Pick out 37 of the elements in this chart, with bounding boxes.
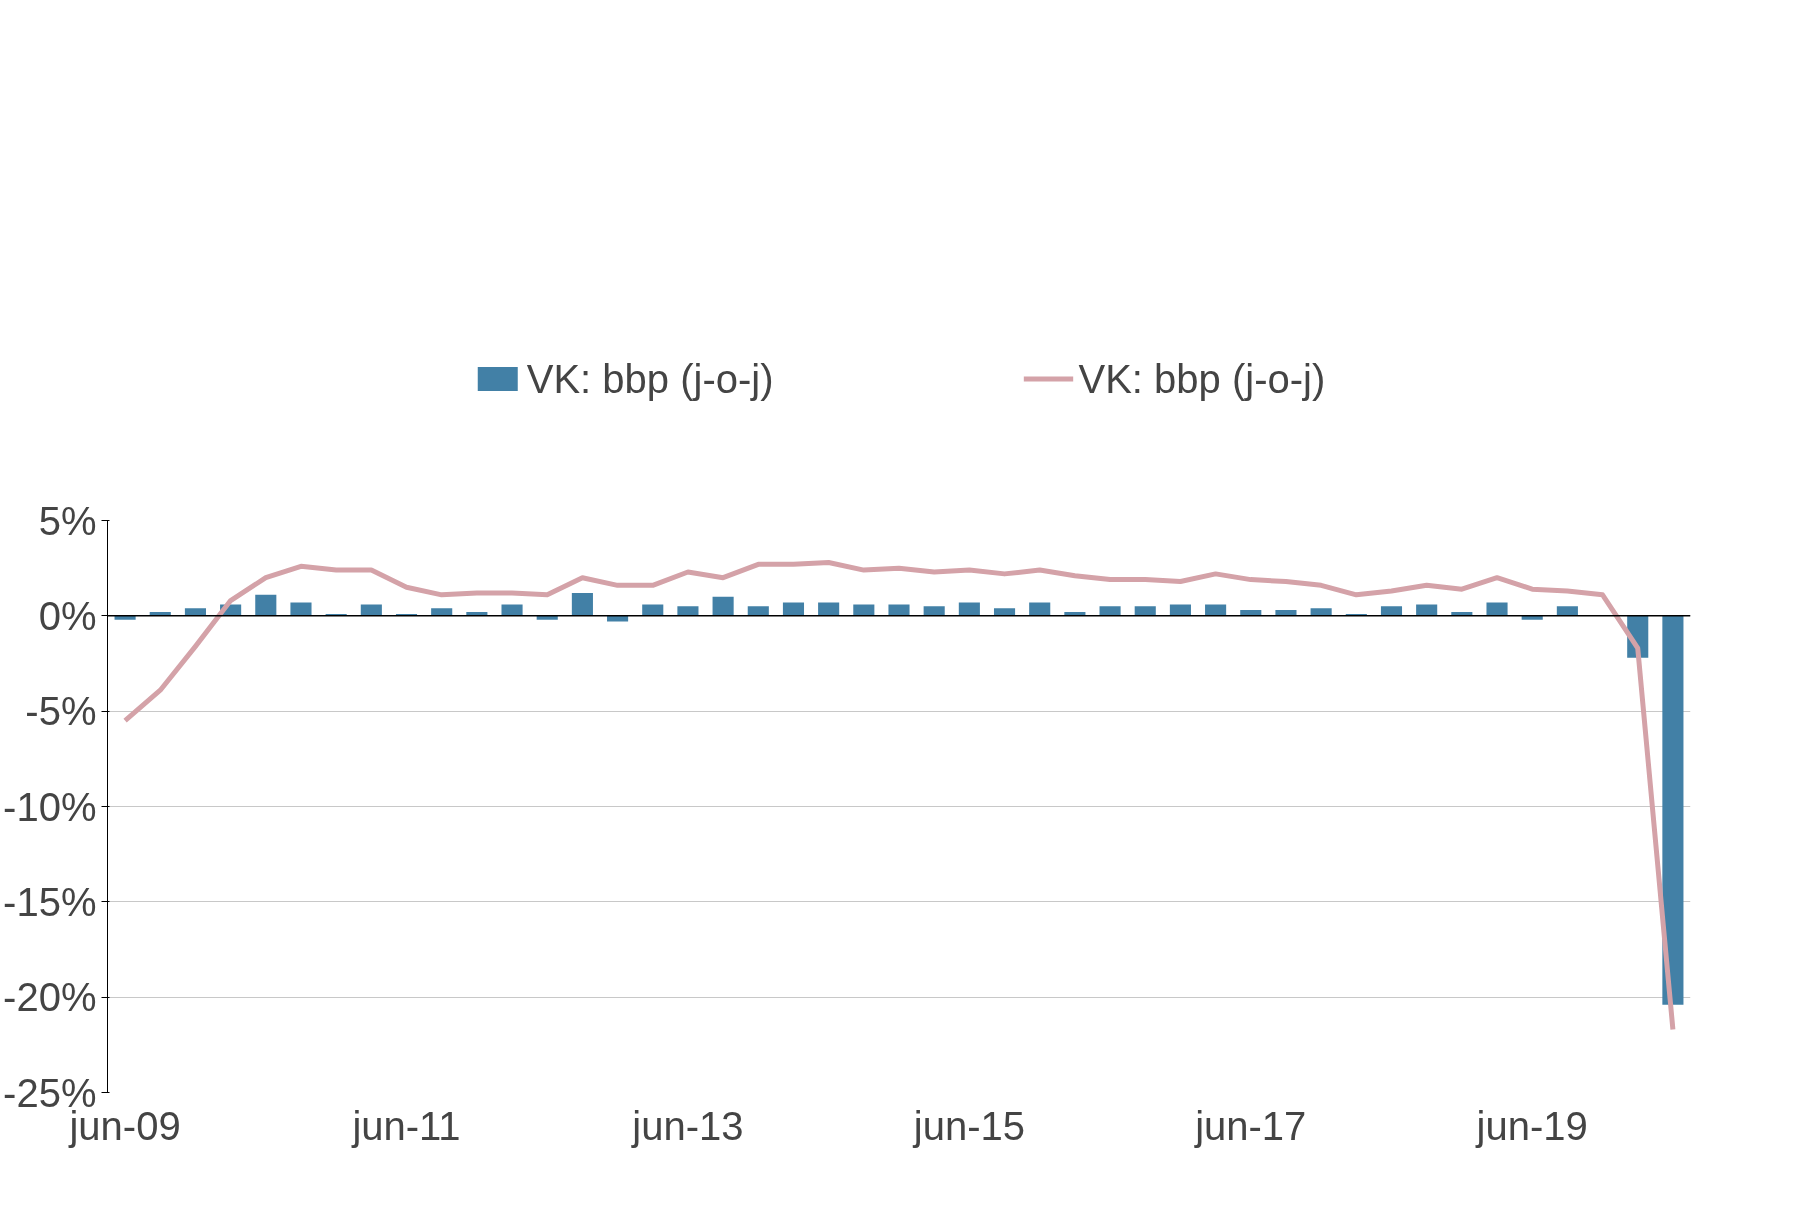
bar — [1662, 615, 1684, 1005]
legend-label: VK: bbp (j-o-j) — [526, 356, 774, 402]
bar — [1380, 606, 1403, 616]
bar — [712, 596, 734, 616]
bar — [501, 604, 523, 616]
bar — [1134, 606, 1156, 616]
bar — [818, 602, 840, 616]
legend-label: VK: bbp (j-o-j) — [1078, 356, 1326, 402]
bar — [290, 602, 312, 616]
bar — [782, 602, 805, 616]
y-tick-label: 5% — [38, 498, 97, 543]
x-tick-label: jun-11 — [351, 1103, 461, 1148]
y-tick-label: -10% — [3, 784, 97, 829]
y-tick-label: -20% — [3, 975, 97, 1020]
x-tick-label: jun-13 — [631, 1103, 744, 1148]
bar — [1416, 604, 1438, 616]
bar — [1486, 602, 1508, 616]
bar — [1205, 604, 1227, 616]
x-tick-label: jun-15 — [912, 1103, 1025, 1148]
x-tick-label: jun-19 — [1475, 1103, 1588, 1148]
bar — [255, 594, 277, 616]
x-tick-label: jun-17 — [1194, 1103, 1307, 1148]
bar — [853, 604, 875, 616]
bar — [888, 604, 910, 616]
y-tick-label: 0% — [38, 593, 97, 638]
bar — [958, 602, 980, 616]
y-tick-label: -5% — [25, 689, 97, 734]
bar — [1556, 606, 1578, 616]
bar — [642, 604, 664, 616]
bar — [1169, 604, 1191, 616]
bar — [360, 604, 382, 616]
bar — [571, 592, 593, 616]
bar — [677, 606, 699, 616]
y-tick-label: -15% — [3, 879, 97, 924]
bar — [1099, 606, 1121, 616]
bar — [1029, 602, 1051, 616]
bar — [923, 606, 945, 616]
